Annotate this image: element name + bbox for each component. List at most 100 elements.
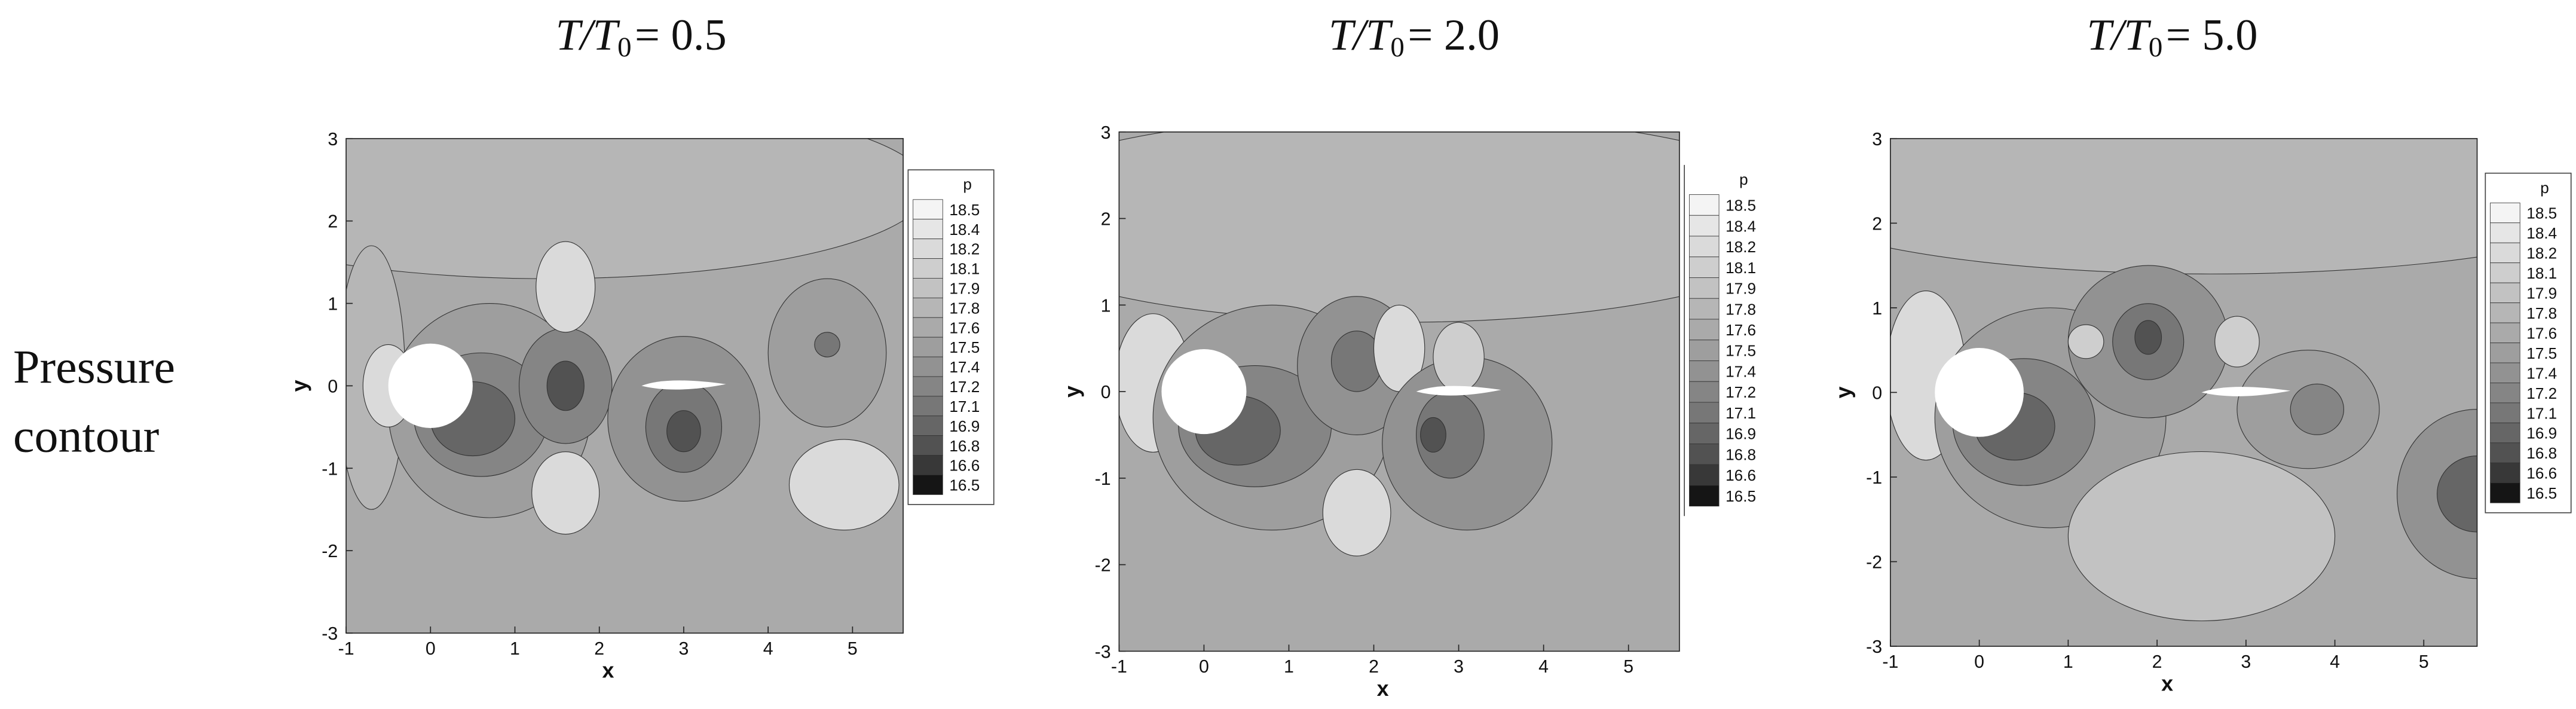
y-tick-label: 2 xyxy=(1872,214,1882,234)
legend-swatch xyxy=(1689,423,1720,444)
contour-region xyxy=(2067,451,2336,622)
legend-swatch xyxy=(913,337,943,357)
legend-swatch xyxy=(913,475,943,495)
legend-label: 18.4 xyxy=(1726,217,1756,235)
cylinder xyxy=(1935,348,2024,437)
contour-region xyxy=(2290,383,2344,435)
field xyxy=(1890,138,2477,647)
contour-region xyxy=(1890,138,2477,274)
legend-label: 17.4 xyxy=(1726,363,1756,381)
panel-title: T/T0 = 2.0 xyxy=(1329,11,1500,63)
legend-swatch xyxy=(2490,383,2520,404)
legend-label: 17.8 xyxy=(2526,304,2557,322)
legend-title: p xyxy=(1739,170,1748,188)
legend-label: 18.5 xyxy=(2526,204,2557,222)
title-value: = 5.0 xyxy=(2166,11,2258,60)
y-tick-label: 0 xyxy=(328,377,338,396)
y-tick-label: 3 xyxy=(1872,130,1882,149)
x-axis-label: x xyxy=(602,658,614,682)
legend-swatch xyxy=(1689,277,1720,299)
contour-region xyxy=(546,360,585,411)
y-tick-label: -3 xyxy=(322,624,338,644)
y-tick-label: -1 xyxy=(1095,469,1111,489)
x-tick-label: 3 xyxy=(679,639,689,659)
legend-label: 17.6 xyxy=(949,319,980,337)
legend-swatch xyxy=(2490,202,2520,224)
legend-label: 16.6 xyxy=(949,457,980,475)
x-tick-label: 5 xyxy=(2419,652,2429,672)
legend-swatch xyxy=(2490,462,2520,484)
legend-label: 16.9 xyxy=(2526,424,2557,442)
legend-swatch xyxy=(1689,360,1720,382)
legend-swatch xyxy=(913,396,943,417)
legend-label: 18.2 xyxy=(949,240,980,258)
title-var: T/T xyxy=(556,11,620,60)
legend-swatch xyxy=(2490,362,2520,383)
title-value: = 2.0 xyxy=(1408,11,1500,60)
legend-swatch xyxy=(913,278,943,298)
y-axis-label: y xyxy=(1832,386,1856,398)
x-axis-label: x xyxy=(1377,677,1389,701)
title-sub: 0 xyxy=(2149,32,2162,63)
x-tick-label: -1 xyxy=(1882,652,1898,672)
legend-label: 18.1 xyxy=(1726,259,1756,277)
x-tick-label: 2 xyxy=(2152,652,2162,672)
legend-swatch xyxy=(2490,343,2520,363)
legend-swatch xyxy=(1689,444,1720,465)
legend-label: 17.9 xyxy=(949,280,980,298)
legend-label: 16.8 xyxy=(2526,444,2557,462)
airfoil xyxy=(1416,386,1501,396)
legend-swatch xyxy=(1689,298,1720,320)
title-var: T/T xyxy=(2087,11,2151,60)
field xyxy=(346,138,904,634)
y-tick-label: -3 xyxy=(1866,637,1882,657)
legend-swatch xyxy=(1689,194,1720,216)
legend-label: 16.5 xyxy=(949,476,980,494)
x-tick-label: 1 xyxy=(510,639,520,659)
legend-swatch xyxy=(1689,485,1720,507)
y-tick-label: -2 xyxy=(1866,553,1882,573)
legend-swatch xyxy=(1689,340,1720,361)
x-tick-label: 0 xyxy=(426,639,436,659)
legend-label: 17.2 xyxy=(949,378,980,396)
legend-label: 16.5 xyxy=(1726,487,1756,505)
legend-label: 18.4 xyxy=(2526,224,2557,242)
legend-label: 17.5 xyxy=(949,338,980,356)
cylinder xyxy=(1161,349,1247,435)
title-var: T/T xyxy=(1329,11,1393,60)
y-tick-label: 1 xyxy=(328,295,338,314)
x-tick-label: -1 xyxy=(1111,657,1127,677)
y-tick-label: 1 xyxy=(1872,299,1882,319)
legend-label: 16.9 xyxy=(1726,425,1756,443)
x-tick-label: 4 xyxy=(1538,657,1549,677)
airfoil xyxy=(641,380,726,390)
legend-label: 17.4 xyxy=(949,358,980,376)
legend-label: 16.9 xyxy=(949,417,980,435)
y-tick-label: 3 xyxy=(328,130,338,149)
contour-region xyxy=(536,241,596,333)
legend-swatch xyxy=(2490,482,2520,503)
legend-label: 17.8 xyxy=(1726,300,1756,318)
legend-label: 17.6 xyxy=(2526,324,2557,342)
legend-swatch xyxy=(913,219,943,240)
legend-swatch xyxy=(2490,442,2520,463)
contour-region xyxy=(531,451,600,535)
y-tick-label: 3 xyxy=(1101,123,1111,143)
legend-swatch xyxy=(1689,381,1720,403)
airfoil xyxy=(2201,387,2291,396)
title-sub: 0 xyxy=(1390,32,1404,63)
legend-label: 16.8 xyxy=(1726,445,1756,463)
legend-swatch xyxy=(1689,319,1720,341)
legend-label: 18.4 xyxy=(949,221,980,239)
x-tick-label: 4 xyxy=(763,639,773,659)
legend-label: 16.5 xyxy=(2526,484,2557,502)
cylinder xyxy=(388,343,473,429)
y-tick-label: 0 xyxy=(1101,383,1111,402)
legend-swatch xyxy=(1689,215,1720,237)
legend-swatch xyxy=(913,297,943,318)
legend-swatch xyxy=(913,317,943,338)
panel: T/T0 = 5.0-1 0 1 2 3 4 5-3-2-10123xyp18.518.418… xyxy=(1832,11,2572,696)
legend-swatch xyxy=(1689,464,1720,486)
y-tick-label: -1 xyxy=(1866,468,1882,488)
legend-swatch xyxy=(913,376,943,397)
